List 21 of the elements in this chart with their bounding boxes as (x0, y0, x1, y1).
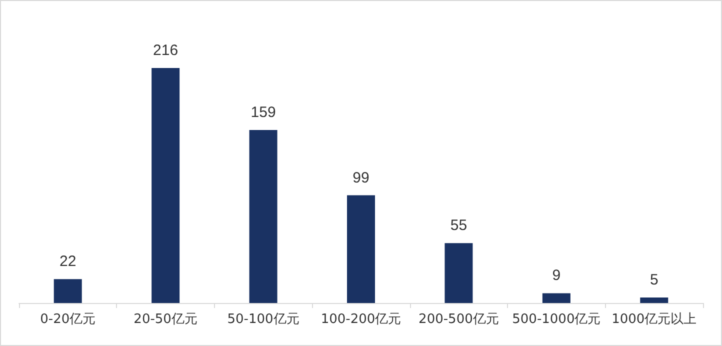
data-label: 159 (250, 104, 276, 122)
x-tick-label: 50-100亿元 (227, 312, 300, 327)
x-tick-label: 500-1000亿元 (512, 312, 601, 327)
bar (152, 68, 180, 303)
data-label: 9 (552, 267, 561, 284)
bar (542, 293, 570, 303)
data-label: 99 (352, 169, 370, 186)
data-label: 5 (650, 272, 658, 289)
data-label: 55 (450, 217, 468, 234)
x-tick-label: 0-20亿元 (40, 312, 96, 327)
bar (249, 130, 278, 303)
x-tick-label: 20-50亿元 (134, 312, 198, 327)
bar (444, 243, 473, 303)
bar (54, 279, 82, 303)
x-tick-label: 1000亿元以上 (612, 312, 697, 327)
data-label: 216 (153, 42, 178, 59)
bar (347, 195, 375, 303)
x-tick-label: 200-500亿元 (418, 312, 499, 327)
data-label: 22 (60, 253, 76, 270)
bar (640, 298, 668, 303)
x-tick-label: 100-200亿元 (320, 312, 402, 327)
